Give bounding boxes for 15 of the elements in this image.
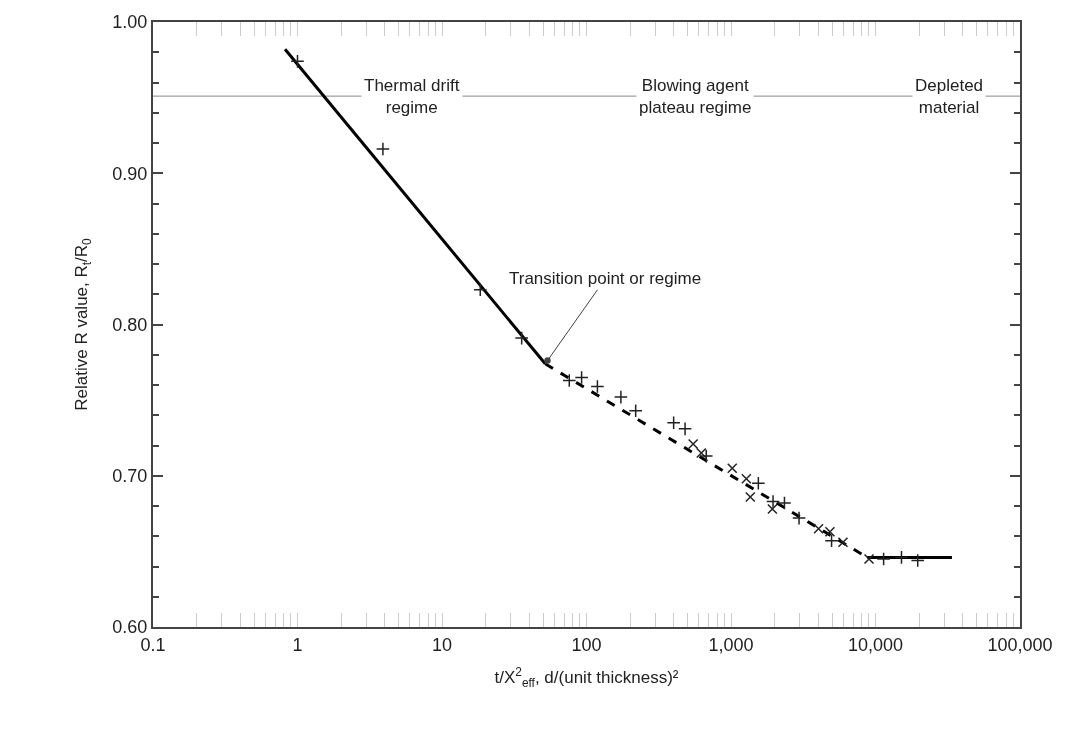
x-tick-label: 100 xyxy=(571,634,602,655)
x-tick-label: 10 xyxy=(431,634,453,655)
y-tick-label: 0.70 xyxy=(112,466,148,487)
y-tick-label: 0.90 xyxy=(112,163,148,184)
x-axis-title: t/X$^{2}$$_{eff}$, d/(unit thickness)² xyxy=(494,665,679,691)
annotation: Transition point or regime xyxy=(509,269,702,288)
annotation: Blowing agent plateau regime xyxy=(639,76,752,118)
x-tick-label: 10,000 xyxy=(847,634,904,655)
x-tick-label: 1 xyxy=(292,634,303,655)
annotation: Depleted material xyxy=(915,76,984,118)
annotation: Thermal drift regime xyxy=(364,76,460,118)
y-tick-label: 1.00 xyxy=(112,12,148,33)
y-tick-label: 0.80 xyxy=(112,314,148,335)
x-tick-label: 100,000 xyxy=(987,634,1053,655)
x-tick-label: 1,000 xyxy=(708,634,754,655)
